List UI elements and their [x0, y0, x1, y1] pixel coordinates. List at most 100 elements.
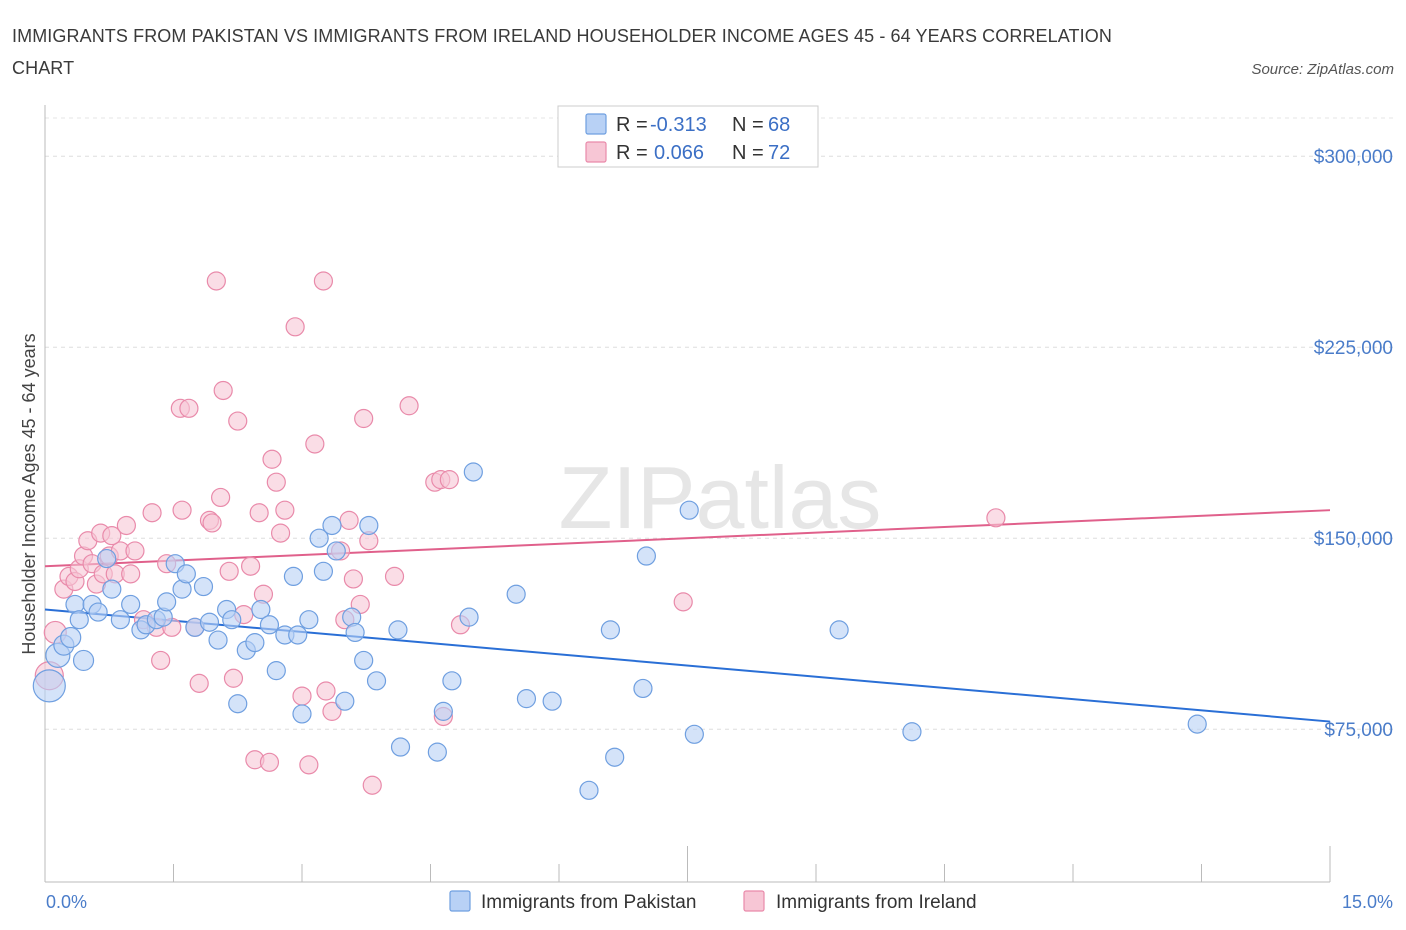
point-ireland — [189, 673, 209, 693]
legend-r-value-pakistan: -0.313 — [650, 114, 707, 136]
point-pakistan — [388, 620, 408, 640]
point-ireland — [259, 752, 280, 772]
point-pakistan — [463, 462, 483, 482]
point-pakistan — [390, 737, 411, 757]
point-ireland — [313, 271, 334, 291]
point-pakistan — [288, 625, 308, 645]
point-ireland — [292, 686, 312, 706]
point-pakistan — [121, 594, 141, 615]
point-pakistan — [222, 610, 242, 630]
legend-swatch-ireland — [585, 141, 607, 163]
bottom-legend-swatch-pakistan — [449, 890, 471, 912]
point-ireland — [354, 408, 374, 429]
watermark: ZIPatlas — [559, 448, 882, 547]
point-pakistan — [110, 610, 130, 630]
point-pakistan — [442, 671, 462, 691]
point-pakistan — [829, 620, 849, 640]
point-pakistan — [245, 633, 265, 653]
point-pakistan — [176, 564, 196, 584]
x-tick-label: 0.0% — [46, 892, 87, 912]
bottom-legend-label-pakistan: Immigrants from Pakistan — [481, 892, 696, 913]
point-ireland — [339, 510, 359, 530]
point-ireland — [206, 271, 226, 291]
point-ireland — [673, 592, 693, 612]
point-pakistan — [366, 671, 387, 691]
point-ireland — [179, 398, 199, 418]
point-pakistan — [69, 610, 89, 630]
point-pakistan — [322, 515, 342, 536]
chart-source: Source: ZipAtlas.com — [1251, 61, 1394, 78]
point-pakistan — [199, 612, 220, 632]
point-ireland — [172, 500, 192, 520]
point-pakistan — [359, 515, 379, 536]
point-ireland — [241, 556, 261, 576]
y-tick-label: $300,000 — [1314, 147, 1393, 168]
point-ireland — [399, 396, 419, 416]
trend-line-pakistan — [44, 608, 1331, 723]
point-ireland — [316, 681, 336, 701]
point-pakistan — [60, 626, 82, 649]
point-pakistan — [193, 576, 214, 597]
point-pakistan — [516, 689, 537, 709]
point-pakistan — [157, 592, 177, 612]
point-pakistan — [506, 584, 526, 604]
point-pakistan — [605, 747, 625, 767]
point-ireland — [219, 561, 239, 581]
bottom-legend: Immigrants from Pakistan Immigrants from… — [449, 890, 977, 913]
point-ireland — [299, 755, 319, 775]
point-pakistan — [684, 724, 704, 744]
point-pakistan — [902, 722, 922, 742]
point-ireland — [384, 566, 405, 587]
bottom-legend-swatch-ireland — [743, 890, 765, 912]
point-ireland — [285, 317, 305, 337]
point-ireland — [151, 650, 171, 671]
point-ireland — [116, 515, 136, 536]
y-axis-label: Householder Income Ages 45 - 64 years — [19, 333, 39, 654]
point-pakistan — [309, 528, 329, 548]
x-tick-labels: 0.0% 15.0% — [46, 892, 1393, 912]
point-ireland — [266, 472, 286, 492]
point-pakistan — [299, 610, 319, 630]
chart-title: IMMIGRANTS FROM PAKISTAN VS IMMIGRANTS F… — [12, 26, 1112, 78]
y-tick-label: $150,000 — [1314, 529, 1393, 550]
point-ireland — [142, 503, 162, 523]
point-ireland — [305, 434, 325, 454]
point-pakistan — [354, 650, 374, 671]
point-pakistan — [633, 678, 653, 699]
legend-n-label-pakistan: N = — [732, 114, 764, 136]
point-pakistan — [313, 561, 334, 581]
point-ireland — [213, 380, 233, 401]
point-pakistan — [345, 622, 365, 643]
point-pakistan — [292, 704, 312, 724]
legend-r-label-ireland: R = — [616, 142, 648, 164]
point-pakistan — [600, 620, 621, 640]
legend-swatch-pakistan — [585, 113, 607, 135]
x-tick-label: 15.0% — [1342, 892, 1393, 912]
point-pakistan — [579, 780, 599, 800]
point-pakistan — [459, 607, 479, 627]
y-tick-label: $75,000 — [1324, 720, 1393, 741]
point-ireland — [439, 470, 459, 490]
point-pakistan — [283, 566, 304, 587]
trend-line-ireland — [44, 509, 1331, 568]
point-ireland — [121, 564, 141, 584]
legend-r-label-pakistan: R = — [616, 114, 648, 136]
point-ireland — [362, 775, 382, 795]
y-tick-labels: $75,000 $150,000 $225,000 $300,000 — [1314, 147, 1393, 741]
point-pakistan — [72, 649, 95, 672]
point-ireland — [223, 668, 244, 688]
point-ireland — [202, 513, 222, 533]
legend-n-value-pakistan: 68 — [768, 114, 790, 136]
axes — [44, 105, 1331, 883]
point-ireland — [322, 701, 342, 721]
point-ireland — [343, 569, 363, 589]
point-ireland — [270, 523, 291, 543]
legend-n-label-ireland: N = — [732, 142, 764, 164]
bottom-legend-label-ireland: Immigrants from Ireland — [776, 892, 977, 913]
point-ireland — [262, 449, 282, 469]
point-pakistan — [542, 691, 562, 711]
point-pakistan — [266, 661, 286, 681]
point-pakistan — [433, 701, 453, 721]
point-pakistan — [326, 541, 346, 561]
point-ireland — [228, 411, 248, 431]
